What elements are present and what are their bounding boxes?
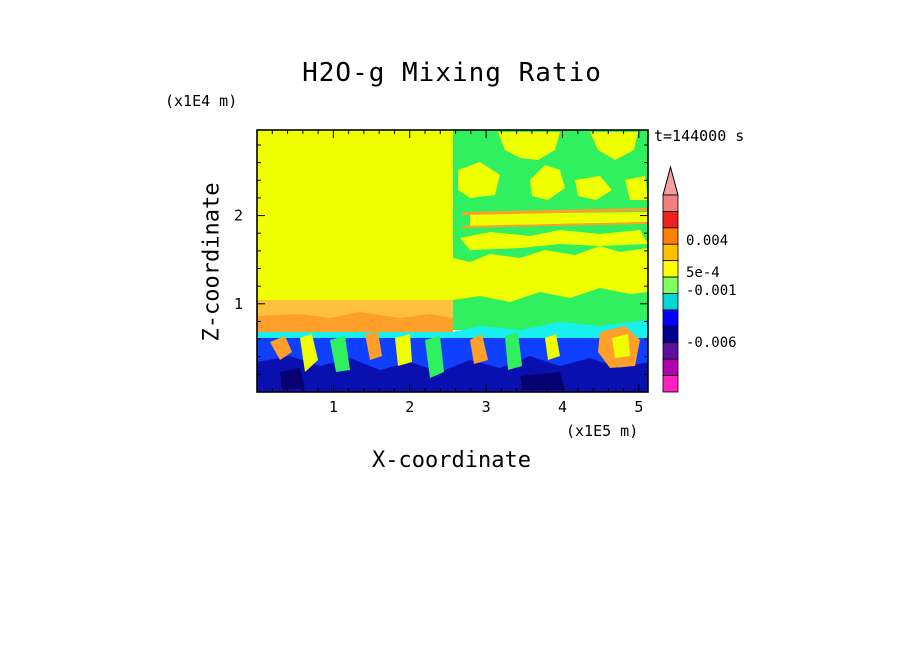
- region-yellow-blob: [458, 162, 500, 198]
- region-left-orange-inner: [257, 312, 453, 334]
- region-plume: [470, 334, 488, 364]
- x-tick-label: 1: [329, 398, 338, 416]
- y-scale-label: (x1E4 m): [165, 92, 238, 110]
- region-plume: [300, 334, 318, 372]
- region-plume: [520, 372, 565, 390]
- y-tick-label: 2: [234, 207, 243, 225]
- colorbar-label: -0.001: [686, 283, 737, 299]
- region-orange-line: [462, 222, 648, 228]
- plot-frame: [256, 129, 649, 393]
- colorbar-segment: [662, 325, 679, 344]
- x-tick-label: 3: [482, 398, 491, 416]
- region-yellow-blob: [498, 132, 560, 160]
- colorbar-segment: [662, 342, 679, 360]
- x-scale-label: (x1E5 m): [566, 422, 639, 440]
- region-yellow-blob: [460, 230, 648, 250]
- x-tick-label: 5: [634, 398, 643, 416]
- region-plume: [545, 334, 560, 360]
- region-plume: [612, 334, 630, 358]
- x-axis-label: X-coordinate: [372, 448, 531, 473]
- colorbar-label: -0.006: [686, 335, 737, 351]
- y-tick-label: 1: [234, 295, 243, 313]
- axis-ticks: 1 2 3 4 5 1 2: [234, 130, 648, 416]
- region-yellow-blob: [590, 132, 638, 160]
- colorbar-label: 5e-4: [686, 265, 720, 281]
- colorbar-segment: [662, 227, 679, 245]
- region-yellow-blob: [575, 176, 612, 200]
- region-plume: [280, 368, 305, 390]
- region-left-upper: [257, 130, 453, 305]
- colorbar-segment: [662, 375, 679, 393]
- colorbar-segment: [662, 358, 679, 376]
- heatmap-field: [257, 130, 648, 392]
- colorbar-segment: [662, 293, 679, 311]
- chart-title: H2O-g Mixing Ratio: [302, 58, 602, 88]
- region-plume: [395, 334, 412, 366]
- region-yellow-blob: [625, 176, 648, 200]
- colorbar-segment: [662, 243, 679, 262]
- colorbar-segment: [662, 260, 679, 278]
- region-plume: [330, 336, 350, 372]
- colorbar-label: 0.004: [686, 233, 728, 249]
- colorbar-segment: [662, 309, 679, 327]
- colorbar-segment: [662, 276, 679, 294]
- colorbar: 0.004 5e-4 -0.001 -0.006: [662, 165, 737, 393]
- y-axis-label: Z-coordinate: [199, 182, 225, 342]
- x-tick-label: 4: [558, 398, 567, 416]
- region-yellow-band: [470, 212, 648, 226]
- x-tick-label: 2: [405, 398, 414, 416]
- region-green-mid: [453, 288, 648, 330]
- colorbar-extension: [662, 165, 679, 196]
- region-plume: [425, 336, 444, 378]
- colorbar-segment: [662, 211, 679, 229]
- region-orange-line: [462, 208, 648, 215]
- region-plume: [505, 332, 522, 370]
- region-yellow-blob: [530, 165, 565, 200]
- time-label: t=144000 s: [654, 127, 745, 145]
- colorbar-segment: [662, 194, 679, 212]
- region-plume: [270, 336, 292, 360]
- region-plume: [365, 332, 382, 360]
